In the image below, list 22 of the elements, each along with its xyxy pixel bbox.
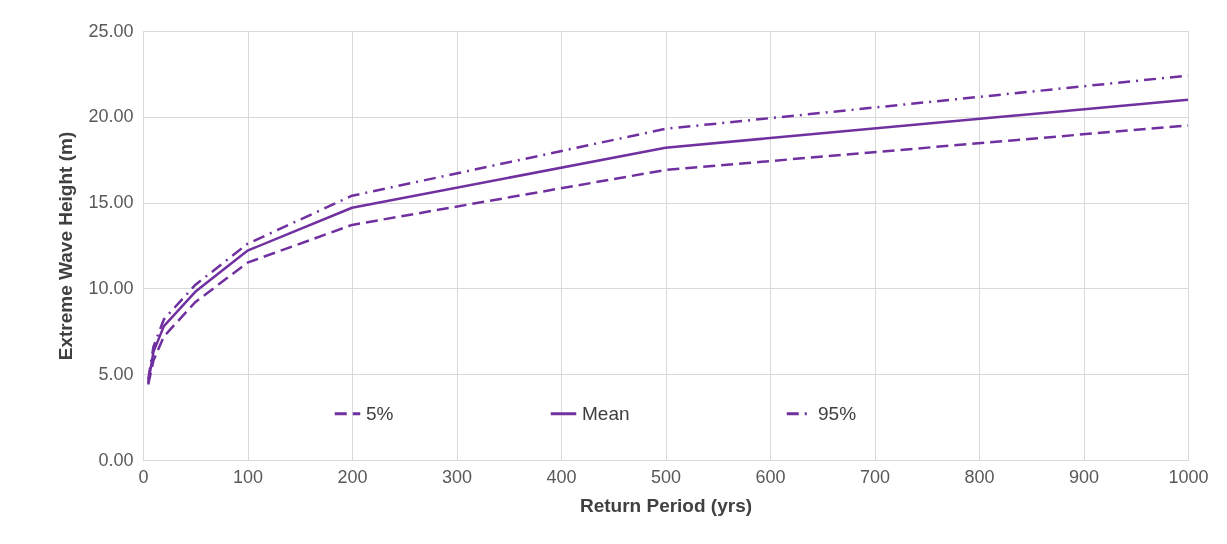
y-tick-label: 25.00	[88, 20, 134, 41]
x-tick-label: 700	[859, 466, 891, 487]
x-tick-label: 900	[1068, 466, 1100, 487]
y-tick-label: 15.00	[88, 192, 134, 213]
x-tick-label: 1000	[1168, 466, 1209, 487]
x-tick-label: 500	[650, 466, 682, 487]
x-tick-label: 100	[232, 466, 264, 487]
y-tick-label: 0.00	[98, 449, 134, 470]
x-tick-label: 300	[441, 466, 473, 487]
legend-label: 5%	[366, 402, 394, 424]
x-tick-label: 0	[138, 466, 149, 487]
x-tick-label: 600	[755, 466, 786, 487]
y-tick-label: 20.00	[88, 106, 134, 127]
legend-label: 95%	[818, 402, 857, 424]
x-tick-label: 800	[964, 466, 995, 487]
x-tick-label: 400	[546, 466, 577, 487]
y-tick-label: 10.00	[88, 277, 134, 298]
legend-label: Mean	[582, 402, 630, 424]
x-axis-title: Return Period (yrs)	[579, 494, 753, 516]
x-tick-label: 200	[337, 466, 368, 487]
y-axis-title: Extreme Wave Height (m)	[55, 131, 77, 361]
y-tick-label: 5.00	[98, 363, 134, 384]
